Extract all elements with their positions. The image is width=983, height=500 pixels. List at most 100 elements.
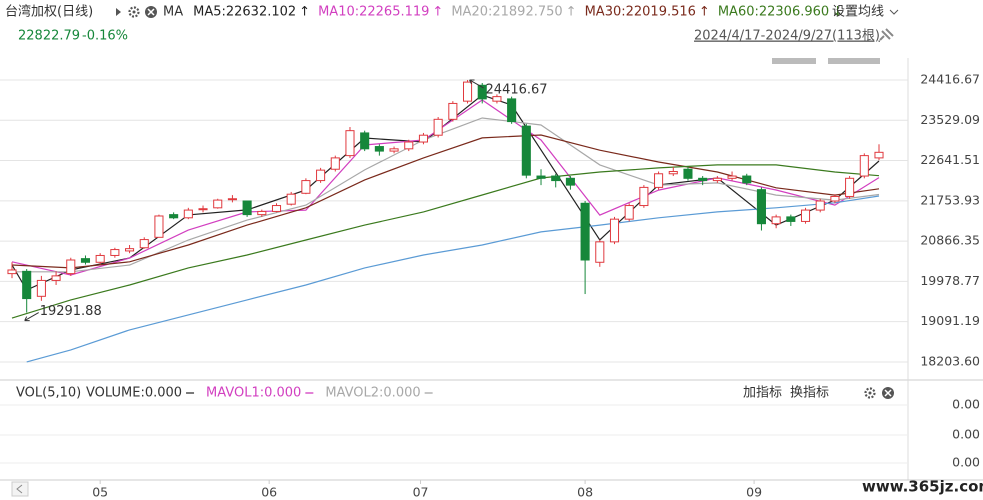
candle-body bbox=[95, 254, 105, 263]
gear-icon[interactable] bbox=[128, 6, 140, 18]
candle-body bbox=[654, 173, 664, 188]
legend-label: MA10:22265.119 bbox=[318, 5, 429, 20]
legend-label: MA60:22306.960 bbox=[718, 5, 829, 20]
candle-body bbox=[418, 134, 428, 143]
candle-body bbox=[389, 148, 399, 152]
candle-body bbox=[286, 193, 296, 205]
candle-body bbox=[169, 214, 179, 219]
candle-body bbox=[360, 132, 370, 150]
candle-body bbox=[639, 186, 649, 207]
ma-line bbox=[11, 164, 880, 319]
candle-body bbox=[595, 241, 605, 263]
candle-body bbox=[874, 151, 884, 159]
gear-icon[interactable] bbox=[864, 387, 876, 399]
legend: MA5:22632.102 ↑ MA10:22265.119 ↑ MA20:21892.… bbox=[193, 5, 843, 20]
candle-body bbox=[727, 175, 737, 179]
chevron-icon bbox=[889, 9, 899, 15]
scroll-indicator bbox=[772, 58, 880, 64]
last-price: 22822.79 bbox=[18, 29, 80, 44]
watermark: www.365jz.com bbox=[862, 478, 983, 496]
y-tick-label: 21753.93 bbox=[920, 192, 980, 207]
candle-body bbox=[80, 258, 91, 263]
candle-body bbox=[242, 200, 252, 216]
candle-body bbox=[683, 168, 693, 179]
candle-body bbox=[154, 215, 164, 238]
candle-body bbox=[22, 270, 32, 300]
legend-label: MA20:21892.750 bbox=[451, 5, 562, 20]
change: -0.16% bbox=[82, 29, 128, 44]
candle-body bbox=[271, 205, 282, 212]
candle-body bbox=[771, 216, 781, 225]
ma-line bbox=[26, 195, 880, 363]
add-indicator[interactable]: 加指标 bbox=[743, 386, 782, 401]
volume-tick-label: 0.00 bbox=[952, 427, 980, 442]
candle-body bbox=[345, 130, 355, 157]
candle-body bbox=[492, 96, 502, 102]
volume-legend-item: VOLUME:0.000 bbox=[86, 386, 182, 401]
volume-tick-label: 0.00 bbox=[952, 397, 980, 412]
candle-body bbox=[536, 175, 546, 179]
candle-body bbox=[51, 275, 61, 281]
annotation-arrow bbox=[469, 79, 484, 89]
candle-body bbox=[786, 216, 796, 222]
candle-body bbox=[433, 118, 443, 136]
x-tick-label: 09 bbox=[746, 485, 762, 500]
switch-indicator[interactable]: 换指标 bbox=[790, 386, 829, 401]
annotation-arrow bbox=[24, 312, 39, 322]
volume-legend: VOLUME:0.000 MAVOL1:0.000 MAVOL2:0.000 bbox=[86, 386, 433, 401]
close-icon[interactable] bbox=[882, 387, 894, 399]
candle-body bbox=[448, 102, 458, 120]
y-tick-label: 23529.09 bbox=[920, 112, 980, 127]
candle-body bbox=[125, 248, 135, 252]
volume-legend-item: MAVOL2:0.000 bbox=[325, 386, 420, 401]
candle-body bbox=[800, 209, 811, 222]
candle-body bbox=[521, 125, 531, 176]
x-tick-label: 07 bbox=[413, 485, 429, 500]
close-icon[interactable] bbox=[145, 6, 157, 18]
x-tick-label: 06 bbox=[261, 485, 277, 500]
expand-icon[interactable] bbox=[116, 8, 121, 16]
legend-trend: ↑ bbox=[566, 5, 577, 20]
legend-trend: ↑ bbox=[432, 5, 443, 20]
volume-tick-label: 0.00 bbox=[952, 455, 980, 470]
candle-body bbox=[698, 177, 708, 182]
candle-body bbox=[330, 157, 340, 170]
volume-title: VOL(5,10) bbox=[16, 386, 81, 401]
candle-body bbox=[815, 200, 825, 211]
ma-line bbox=[12, 117, 880, 273]
legend-trend: ↑ bbox=[299, 5, 310, 20]
candle-body bbox=[580, 202, 590, 261]
legend-trend: ↑ bbox=[699, 5, 710, 20]
y-tick-label: 18203.60 bbox=[920, 353, 980, 368]
candle-body bbox=[756, 189, 766, 225]
candle-body bbox=[301, 180, 311, 194]
date-range[interactable]: 2024/4/17-2024/9/27(113根) bbox=[694, 29, 880, 44]
candle-body bbox=[36, 279, 46, 297]
instrument-title: 台湾加权(日线) bbox=[5, 4, 93, 20]
candle-body bbox=[609, 218, 620, 243]
y-tick-label: 24416.67 bbox=[920, 71, 980, 86]
setting-button[interactable]: 设置均线 bbox=[832, 5, 884, 20]
candle-body bbox=[463, 81, 473, 102]
candle-body bbox=[198, 208, 208, 211]
pin-icon[interactable] bbox=[879, 28, 894, 41]
candle-body bbox=[316, 169, 326, 182]
candle-body bbox=[551, 175, 561, 182]
candle-body bbox=[712, 177, 722, 182]
candle-body bbox=[7, 269, 17, 275]
low-annotation: 19291.88 bbox=[40, 304, 102, 319]
x-tick-label: 08 bbox=[577, 485, 593, 500]
candle-body bbox=[213, 199, 223, 209]
volume-legend-item: MAVOL1:0.000 bbox=[206, 386, 301, 401]
candle-body bbox=[624, 205, 634, 220]
candle-body bbox=[139, 239, 149, 249]
candle-body bbox=[110, 249, 120, 256]
legend-label: MA5:22632.102 bbox=[193, 5, 296, 20]
candle-body bbox=[374, 146, 384, 152]
candle-body bbox=[742, 175, 752, 184]
candle-body bbox=[668, 171, 678, 175]
y-tick-label: 22641.51 bbox=[920, 152, 980, 167]
candle-body bbox=[227, 198, 237, 201]
scroll-left-button[interactable] bbox=[11, 481, 29, 497]
candle-body bbox=[477, 84, 487, 100]
